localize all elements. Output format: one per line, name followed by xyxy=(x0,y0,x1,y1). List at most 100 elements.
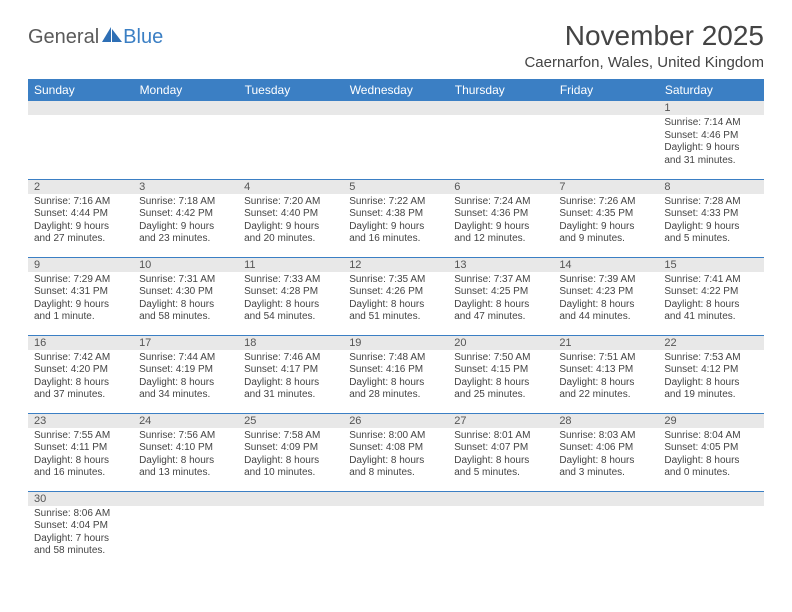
day-details: Sunrise: 7:42 AMSunset: 4:20 PMDaylight:… xyxy=(28,350,133,404)
sunset-line: Sunset: 4:28 PM xyxy=(244,286,337,299)
calendar-cell: 4Sunrise: 7:20 AMSunset: 4:40 PMDaylight… xyxy=(238,179,343,257)
sunset-line: Sunset: 4:30 PM xyxy=(139,286,232,299)
dl1-line: Daylight: 8 hours xyxy=(559,299,652,312)
dl1-line: Daylight: 9 hours xyxy=(34,299,127,312)
sunset-line: Sunset: 4:22 PM xyxy=(664,286,757,299)
weekday-header: Sunday xyxy=(28,79,133,101)
day-number xyxy=(448,101,553,115)
dl2-line: and 37 minutes. xyxy=(34,389,127,402)
sunset-line: Sunset: 4:17 PM xyxy=(244,364,337,377)
sunset-line: Sunset: 4:10 PM xyxy=(139,442,232,455)
day-number: 22 xyxy=(658,336,763,350)
day-number: 23 xyxy=(28,414,133,428)
day-details: Sunrise: 7:37 AMSunset: 4:25 PMDaylight:… xyxy=(448,272,553,326)
calendar-cell: 25 Sunrise: 7:58 AMSunset: 4:09 PMDayligh… xyxy=(238,413,343,491)
day-number: 25 xyxy=(238,414,343,428)
calendar-cell: 11Sunrise: 7:33 AMSunset: 4:28 PMDayligh… xyxy=(238,257,343,335)
sunrise-line: Sunrise: 7:41 AM xyxy=(664,274,757,287)
calendar-cell: 8Sunrise: 7:28 AMSunset: 4:33 PMDaylight… xyxy=(658,179,763,257)
day-details: Sunrise: 7:39 AMSunset: 4:23 PMDaylight:… xyxy=(553,272,658,326)
sunrise-line: Sunrise: 7:53 AM xyxy=(664,352,757,365)
dl1-line: Daylight: 8 hours xyxy=(349,377,442,390)
sunset-line: Sunset: 4:09 PM xyxy=(244,442,337,455)
calendar-cell: 19Sunrise: 7:48 AMSunset: 4:16 PMDayligh… xyxy=(343,335,448,413)
day-details: Sunrise: 7:48 AMSunset: 4:16 PMDaylight:… xyxy=(343,350,448,404)
calendar-cell: 12Sunrise: 7:35 AMSunset: 4:26 PMDayligh… xyxy=(343,257,448,335)
day-number: 26 xyxy=(343,414,448,428)
day-number: 9 xyxy=(28,258,133,272)
sunset-line: Sunset: 4:38 PM xyxy=(349,208,442,221)
calendar-cell: 21Sunrise: 7:51 AMSunset: 4:13 PMDayligh… xyxy=(553,335,658,413)
calendar-row: 16Sunrise: 7:42 AMSunset: 4:20 PMDayligh… xyxy=(28,335,764,413)
dl1-line: Daylight: 9 hours xyxy=(559,221,652,234)
sunrise-line: Sunrise: 7:58 AM xyxy=(244,430,337,443)
sunrise-line: Sunrise: 7:37 AM xyxy=(454,274,547,287)
day-details: Sunrise: 7:53 AMSunset: 4:12 PMDaylight:… xyxy=(658,350,763,404)
sunset-line: Sunset: 4:25 PM xyxy=(454,286,547,299)
dl1-line: Daylight: 8 hours xyxy=(34,455,127,468)
dl2-line: and 31 minutes. xyxy=(244,389,337,402)
day-number: 13 xyxy=(448,258,553,272)
day-details: Sunrise: 8:01 AMSunset: 4:07 PMDaylight:… xyxy=(448,428,553,482)
dl2-line: and 22 minutes. xyxy=(559,389,652,402)
dl2-line: and 54 minutes. xyxy=(244,311,337,324)
sunset-line: Sunset: 4:42 PM xyxy=(139,208,232,221)
dl2-line: and 19 minutes. xyxy=(664,389,757,402)
sunrise-line: Sunrise: 7:26 AM xyxy=(559,196,652,209)
weekday-header: Friday xyxy=(553,79,658,101)
weekday-header: Monday xyxy=(133,79,238,101)
calendar-cell xyxy=(238,101,343,179)
sunrise-line: Sunrise: 7:51 AM xyxy=(559,352,652,365)
day-details: Sunrise: 7:26 AMSunset: 4:35 PMDaylight:… xyxy=(553,194,658,248)
dl1-line: Daylight: 8 hours xyxy=(349,455,442,468)
day-number xyxy=(28,101,133,115)
dl1-line: Daylight: 8 hours xyxy=(139,377,232,390)
sunrise-line: Sunrise: 7:18 AM xyxy=(139,196,232,209)
dl2-line: and 10 minutes. xyxy=(244,467,337,480)
day-details: Sunrise: 7:16 AMSunset: 4:44 PMDaylight:… xyxy=(28,194,133,248)
dl1-line: Daylight: 8 hours xyxy=(559,455,652,468)
calendar-cell xyxy=(343,101,448,179)
weekday-header-row: Sunday Monday Tuesday Wednesday Thursday… xyxy=(28,79,764,101)
dl2-line: and 47 minutes. xyxy=(454,311,547,324)
sunrise-line: Sunrise: 8:06 AM xyxy=(34,508,127,521)
day-number xyxy=(343,101,448,115)
dl1-line: Daylight: 7 hours xyxy=(34,533,127,546)
calendar-cell: 13Sunrise: 7:37 AMSunset: 4:25 PMDayligh… xyxy=(448,257,553,335)
brand-part1: General xyxy=(28,26,99,49)
calendar-cell: 2Sunrise: 7:16 AMSunset: 4:44 PMDaylight… xyxy=(28,179,133,257)
day-number xyxy=(238,101,343,115)
day-number: 19 xyxy=(343,336,448,350)
sunset-line: Sunset: 4:11 PM xyxy=(34,442,127,455)
header: General Blue November 2025 Caernarfon, W… xyxy=(28,20,764,71)
dl1-line: Daylight: 9 hours xyxy=(349,221,442,234)
calendar-cell: 15 Sunrise: 7:41 AMSunset: 4:22 PMDayligh… xyxy=(658,257,763,335)
calendar-cell: 22Sunrise: 7:53 AMSunset: 4:12 PMDayligh… xyxy=(658,335,763,413)
day-number: 28 xyxy=(553,414,658,428)
day-details: Sunrise: 7:33 AMSunset: 4:28 PMDaylight:… xyxy=(238,272,343,326)
dl1-line: Daylight: 8 hours xyxy=(664,299,757,312)
dl2-line: and 13 minutes. xyxy=(139,467,232,480)
calendar-row: 1Sunrise: 7:14 AMSunset: 4:46 PMDaylight… xyxy=(28,101,764,179)
day-number xyxy=(553,492,658,506)
sail-icon xyxy=(101,26,123,49)
sunset-line: Sunset: 4:07 PM xyxy=(454,442,547,455)
calendar-cell: 28Sunrise: 8:03 AMSunset: 4:06 PMDayligh… xyxy=(553,413,658,491)
day-number xyxy=(133,492,238,506)
sunrise-line: Sunrise: 7:35 AM xyxy=(349,274,442,287)
day-number: 24 xyxy=(133,414,238,428)
calendar-cell xyxy=(658,491,763,569)
day-details: Sunrise: 7:20 AMSunset: 4:40 PMDaylight:… xyxy=(238,194,343,248)
sunrise-line: Sunrise: 7:28 AM xyxy=(664,196,757,209)
calendar-cell: 29Sunrise: 8:04 AMSunset: 4:05 PMDayligh… xyxy=(658,413,763,491)
day-number: 15 xyxy=(658,258,763,272)
calendar-cell: 5Sunrise: 7:22 AMSunset: 4:38 PMDaylight… xyxy=(343,179,448,257)
sunset-line: Sunset: 4:13 PM xyxy=(559,364,652,377)
dl1-line: Daylight: 8 hours xyxy=(244,455,337,468)
day-number: 3 xyxy=(133,180,238,194)
dl2-line: and 5 minutes. xyxy=(664,233,757,246)
day-number xyxy=(133,101,238,115)
day-number: 27 xyxy=(448,414,553,428)
calendar-cell: 23Sunrise: 7:55 AMSunset: 4:11 PMDayligh… xyxy=(28,413,133,491)
sunset-line: Sunset: 4:36 PM xyxy=(454,208,547,221)
